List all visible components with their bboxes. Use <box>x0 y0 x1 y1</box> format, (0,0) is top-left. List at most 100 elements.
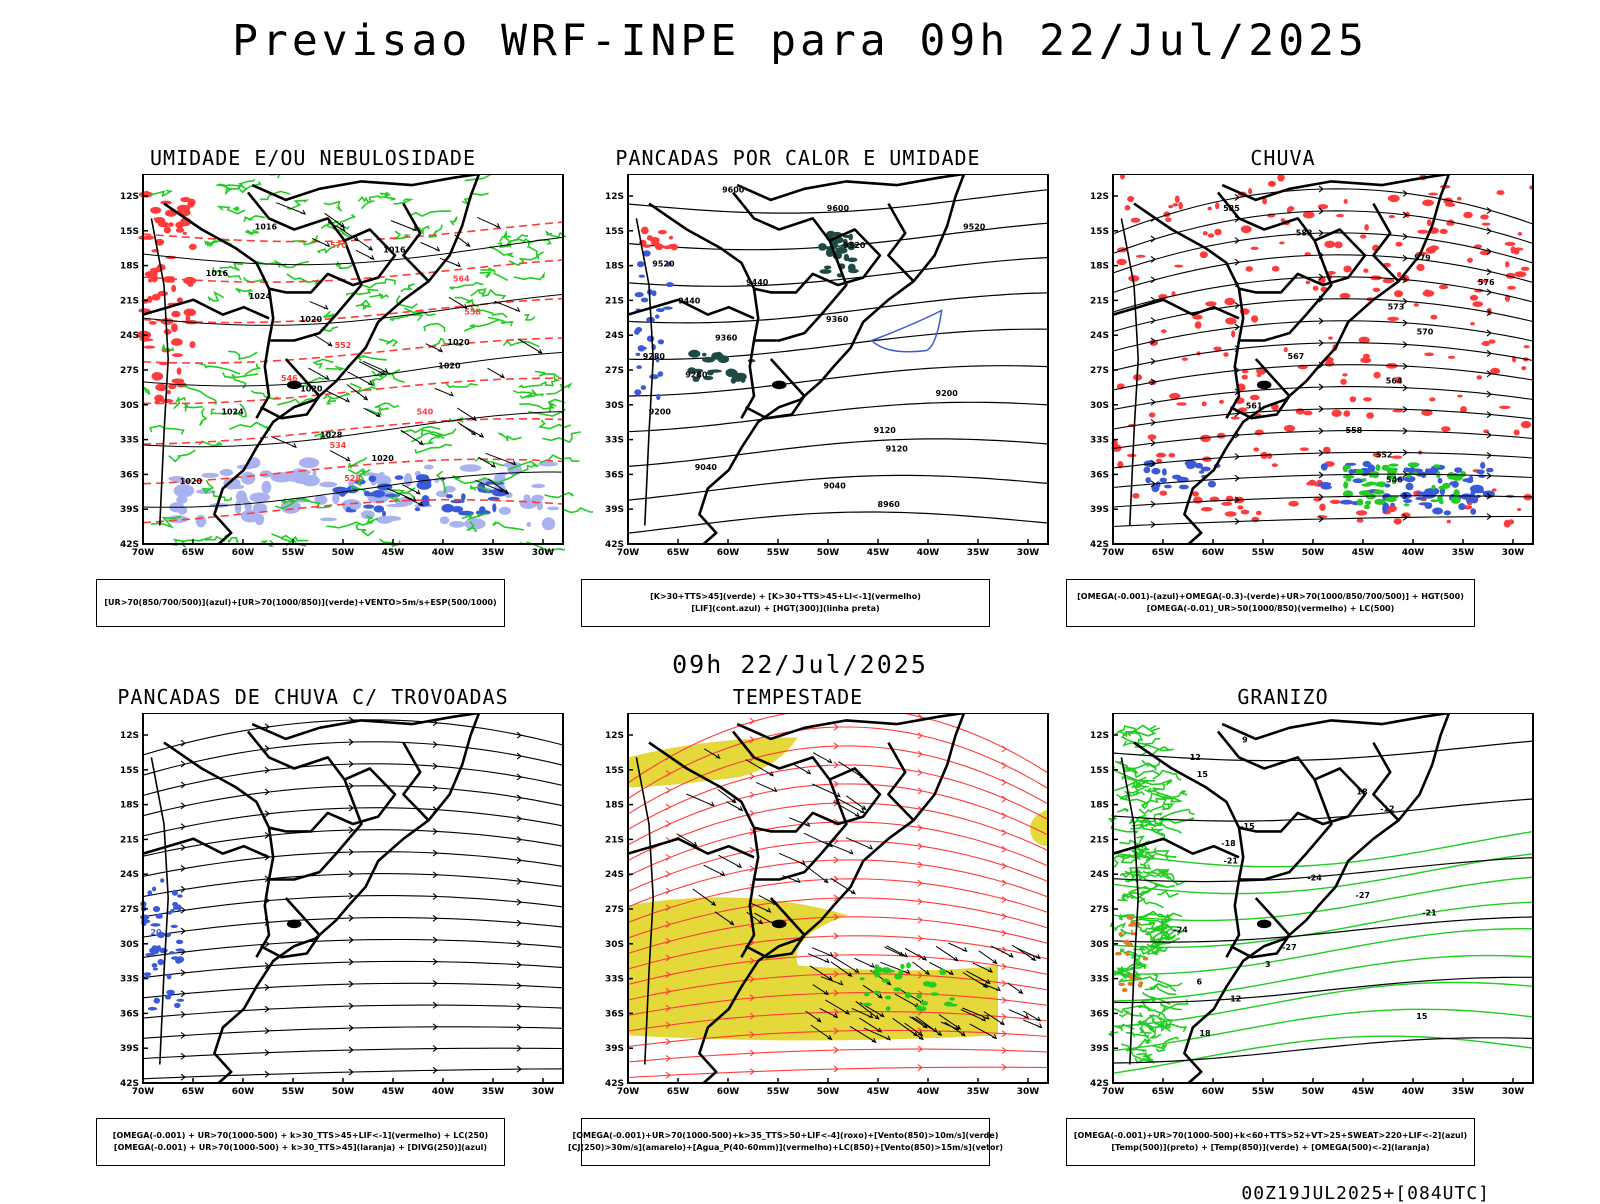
streamline <box>627 821 1049 877</box>
lif-blue-area <box>634 250 674 401</box>
contour-wiggle <box>499 229 512 242</box>
streamline-arrow <box>749 809 755 817</box>
shade-blob <box>1360 234 1367 239</box>
shade-blob <box>1329 499 1341 504</box>
shade-blob <box>1417 229 1429 234</box>
shade-blob <box>703 375 714 381</box>
lon-tick-label: 45W <box>867 548 890 558</box>
shade-blob <box>1145 477 1151 484</box>
country-borders <box>1112 174 1451 545</box>
lat-tick-label: 21S <box>1090 835 1109 845</box>
shade-blob <box>163 226 171 234</box>
shade-blob <box>152 886 157 892</box>
lat-tick-label: 42S <box>1090 540 1109 550</box>
shade-blob <box>635 352 641 356</box>
contour-wiggle <box>216 205 246 215</box>
shade-blob <box>1363 504 1370 510</box>
contour-wiggle <box>461 192 489 205</box>
shade-blob <box>148 321 157 325</box>
wind-vector <box>346 384 369 401</box>
shade-blob <box>188 243 197 250</box>
shade-blob <box>1403 499 1413 503</box>
lon-tick-label: 45W <box>1352 548 1375 558</box>
contour-line <box>1112 981 1534 1028</box>
contour-wiggle <box>326 521 374 529</box>
shade-blob <box>1161 329 1167 334</box>
shade-blob <box>1355 468 1364 475</box>
shade-blob <box>1126 915 1134 920</box>
shade-blob <box>1425 246 1437 254</box>
contour-wiggle <box>1113 779 1149 792</box>
shade-blob <box>655 243 664 251</box>
lagoon-mark <box>771 919 787 929</box>
pressure-contours <box>142 236 564 508</box>
shade-blob <box>1254 429 1264 436</box>
contour-wiggle <box>451 474 496 485</box>
panel-title: UMIDADE E/OU NEBULOSIDADE <box>149 146 477 170</box>
streamline-arrow <box>917 861 923 869</box>
contour-label: 1024 <box>221 408 244 417</box>
shade-blob <box>459 464 482 472</box>
streamline <box>1112 408 1534 430</box>
shade-blob <box>1363 397 1372 402</box>
contour-wiggle <box>1149 1014 1168 1023</box>
border-line <box>213 713 481 1084</box>
shade-blob <box>1490 367 1501 375</box>
contour-wiggle <box>211 267 242 281</box>
shade-blob <box>1342 465 1352 470</box>
contour-wiggle <box>259 190 291 201</box>
wind-vector <box>805 1010 822 1023</box>
contour-wiggle <box>378 338 399 347</box>
shade-blob <box>1216 432 1226 439</box>
country-borders <box>142 174 481 545</box>
contour-wiggle <box>519 393 545 399</box>
streamline-arrow <box>1150 398 1156 406</box>
shade-blob <box>1174 264 1184 268</box>
wind-vector <box>811 947 834 957</box>
wind-vector <box>863 1027 892 1041</box>
contour-wiggle <box>319 326 339 332</box>
lat-tick-label: 18S <box>605 801 624 811</box>
streamline-arrow <box>917 898 923 906</box>
lon-tick-label: 60W <box>1202 548 1225 558</box>
lat-tick-label: 18S <box>120 262 139 272</box>
legend-line: [OMEGA(-0.001) + UR>70(1000-500) + k>30_… <box>112 1131 489 1140</box>
streamline-arrow <box>432 1023 438 1031</box>
wind-vector <box>793 763 812 775</box>
contour-wiggle <box>513 389 539 396</box>
shade-blob <box>1339 499 1354 505</box>
wind-vector <box>1012 944 1037 962</box>
shade-blob <box>151 293 161 301</box>
contour-wiggle <box>545 229 567 239</box>
contour-line <box>142 498 564 524</box>
contour-wiggle <box>479 271 493 279</box>
contour-wiggle <box>539 454 580 464</box>
shade-blob <box>332 492 340 505</box>
shade-blob <box>1174 195 1180 203</box>
contour-wiggle <box>1133 768 1161 779</box>
shade-blob <box>1513 429 1520 436</box>
shade-blob <box>155 238 165 246</box>
contour-wiggle <box>537 419 571 430</box>
legend-line: [OMEGA(-0.01)_UR>50(1000/850)(vermelho) … <box>1146 604 1395 613</box>
shade-blob <box>1303 211 1315 219</box>
streamline-arrow <box>180 969 186 977</box>
lat-tick-label: 21S <box>120 835 139 845</box>
shade-blob <box>151 273 158 283</box>
shade-blob <box>1192 314 1203 320</box>
lat-tick-label: 33S <box>605 975 624 985</box>
shade-blob <box>1422 199 1434 207</box>
shade-blob <box>151 945 158 950</box>
shade-blob <box>154 217 166 224</box>
streamline-arrow <box>917 935 923 942</box>
border-line <box>698 713 966 1084</box>
streamline-arrow <box>180 760 186 768</box>
shade-blob <box>156 945 161 951</box>
shade-blob <box>1488 339 1496 344</box>
wind-vector <box>904 1022 924 1037</box>
lagoon-mark <box>771 380 787 390</box>
border-line <box>1216 730 1367 833</box>
shade-blob <box>939 968 947 976</box>
shade-blob <box>1279 241 1285 245</box>
wind-vector <box>362 360 389 374</box>
